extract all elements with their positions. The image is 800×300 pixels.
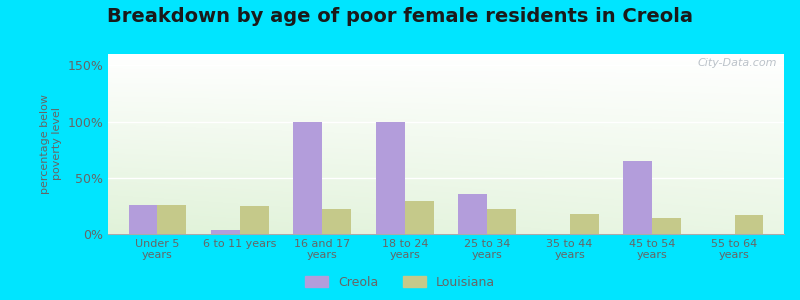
Bar [734, 215, 763, 234]
Text: Breakdown by age of poor female residents in Creola: Breakdown by age of poor female resident… [107, 8, 693, 26]
Bar [158, 205, 186, 234]
Legend: Creola, Louisiana: Creola, Louisiana [300, 271, 500, 294]
Bar [240, 206, 269, 234]
Bar [487, 209, 516, 234]
Y-axis label: percentage below
poverty level: percentage below poverty level [40, 94, 62, 194]
Bar [322, 209, 351, 234]
Bar [458, 194, 487, 234]
Bar [570, 214, 598, 234]
Text: City-Data.com: City-Data.com [698, 58, 778, 68]
Bar [652, 218, 681, 234]
Bar [129, 205, 158, 234]
Bar [294, 122, 322, 234]
Bar [211, 230, 240, 234]
Bar [405, 201, 434, 234]
Bar [623, 161, 652, 234]
Bar [376, 122, 405, 234]
